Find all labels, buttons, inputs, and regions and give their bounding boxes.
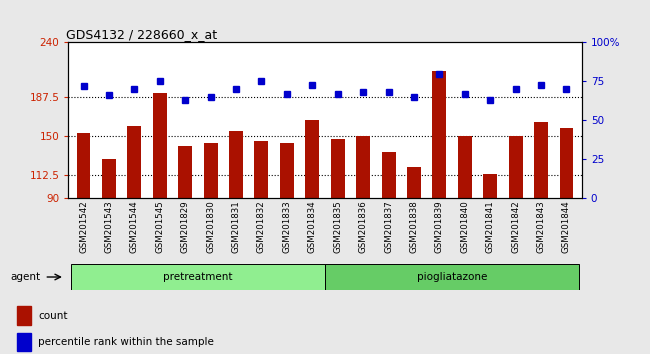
- Bar: [102, 159, 116, 198]
- Text: GSM201839: GSM201839: [435, 200, 444, 253]
- Text: GSM201843: GSM201843: [537, 200, 545, 253]
- Bar: [458, 136, 472, 198]
- Text: GSM201836: GSM201836: [359, 200, 368, 253]
- Text: percentile rank within the sample: percentile rank within the sample: [38, 337, 214, 347]
- Text: GSM201832: GSM201832: [257, 200, 266, 253]
- Text: GSM201544: GSM201544: [130, 200, 139, 253]
- Bar: [254, 141, 268, 198]
- Text: GSM201841: GSM201841: [486, 200, 495, 253]
- Text: count: count: [38, 311, 68, 321]
- Bar: [325, 264, 579, 290]
- Text: GSM201840: GSM201840: [460, 200, 469, 253]
- Text: GSM201543: GSM201543: [105, 200, 113, 253]
- Bar: [534, 122, 548, 198]
- Text: piogliatazone: piogliatazone: [417, 272, 488, 282]
- Bar: [203, 143, 218, 198]
- Text: GSM201830: GSM201830: [206, 200, 215, 253]
- Bar: [127, 126, 141, 198]
- Bar: [77, 133, 90, 198]
- Text: GSM201831: GSM201831: [231, 200, 240, 253]
- Text: GSM201844: GSM201844: [562, 200, 571, 253]
- Bar: [432, 70, 447, 198]
- Text: GSM201834: GSM201834: [308, 200, 317, 253]
- Text: GSM201842: GSM201842: [511, 200, 520, 253]
- Text: GDS4132 / 228660_x_at: GDS4132 / 228660_x_at: [66, 28, 217, 41]
- Text: GSM201833: GSM201833: [282, 200, 291, 253]
- Bar: [280, 143, 294, 198]
- Text: agent: agent: [10, 272, 40, 282]
- Bar: [229, 131, 243, 198]
- Text: pretreatment: pretreatment: [163, 272, 233, 282]
- Bar: [407, 167, 421, 198]
- Bar: [356, 136, 370, 198]
- Bar: [560, 128, 573, 198]
- Text: GSM201838: GSM201838: [410, 200, 419, 253]
- Bar: [71, 264, 325, 290]
- Bar: [17, 306, 31, 325]
- Text: GSM201542: GSM201542: [79, 200, 88, 253]
- Bar: [382, 152, 396, 198]
- Text: GSM201545: GSM201545: [155, 200, 164, 253]
- Bar: [178, 146, 192, 198]
- Bar: [153, 93, 167, 198]
- Text: GSM201829: GSM201829: [181, 200, 190, 253]
- Bar: [17, 333, 31, 351]
- Bar: [331, 139, 345, 198]
- Text: GSM201835: GSM201835: [333, 200, 342, 253]
- Bar: [509, 136, 523, 198]
- Bar: [306, 120, 319, 198]
- Bar: [483, 175, 497, 198]
- Text: GSM201837: GSM201837: [384, 200, 393, 253]
